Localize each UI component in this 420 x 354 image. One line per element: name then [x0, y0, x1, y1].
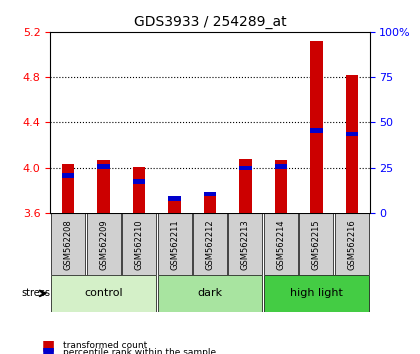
FancyBboxPatch shape — [335, 213, 369, 275]
Text: GSM562211: GSM562211 — [170, 219, 179, 269]
Text: control: control — [84, 289, 123, 298]
Text: GSM562212: GSM562212 — [205, 219, 215, 269]
Bar — [310, 128, 323, 133]
Bar — [133, 179, 145, 184]
Bar — [62, 173, 74, 178]
Text: stress: stress — [21, 289, 50, 298]
Text: GSM562213: GSM562213 — [241, 219, 250, 269]
Bar — [275, 160, 287, 213]
Text: ■: ■ — [42, 345, 55, 354]
Text: transformed count: transformed count — [63, 341, 147, 350]
Text: high light: high light — [290, 289, 343, 298]
Bar — [204, 194, 216, 213]
Text: ■: ■ — [42, 338, 55, 352]
Text: dark: dark — [197, 289, 223, 298]
FancyBboxPatch shape — [51, 275, 156, 312]
FancyBboxPatch shape — [158, 275, 262, 312]
FancyBboxPatch shape — [264, 213, 298, 275]
Bar — [310, 41, 323, 213]
Bar — [239, 159, 252, 213]
Text: GSM562208: GSM562208 — [64, 219, 73, 269]
Text: GSM562215: GSM562215 — [312, 219, 321, 269]
Bar — [168, 197, 181, 213]
Text: GSM562210: GSM562210 — [134, 219, 144, 269]
FancyBboxPatch shape — [264, 275, 369, 312]
Bar — [346, 132, 358, 136]
Bar — [346, 75, 358, 213]
Bar — [97, 164, 110, 169]
FancyBboxPatch shape — [228, 213, 262, 275]
FancyBboxPatch shape — [299, 213, 333, 275]
Text: GSM562214: GSM562214 — [276, 219, 286, 269]
Bar — [97, 160, 110, 213]
Text: GSM562209: GSM562209 — [99, 219, 108, 269]
FancyBboxPatch shape — [158, 213, 192, 275]
Bar — [62, 164, 74, 213]
Text: GSM562216: GSM562216 — [347, 219, 356, 269]
Bar — [239, 166, 252, 170]
Bar — [275, 164, 287, 169]
FancyBboxPatch shape — [193, 213, 227, 275]
FancyBboxPatch shape — [122, 213, 156, 275]
Text: percentile rank within the sample: percentile rank within the sample — [63, 348, 216, 354]
Bar — [168, 196, 181, 201]
Bar — [204, 192, 216, 196]
Title: GDS3933 / 254289_at: GDS3933 / 254289_at — [134, 16, 286, 29]
FancyBboxPatch shape — [87, 213, 121, 275]
FancyBboxPatch shape — [51, 213, 85, 275]
Bar — [133, 167, 145, 213]
